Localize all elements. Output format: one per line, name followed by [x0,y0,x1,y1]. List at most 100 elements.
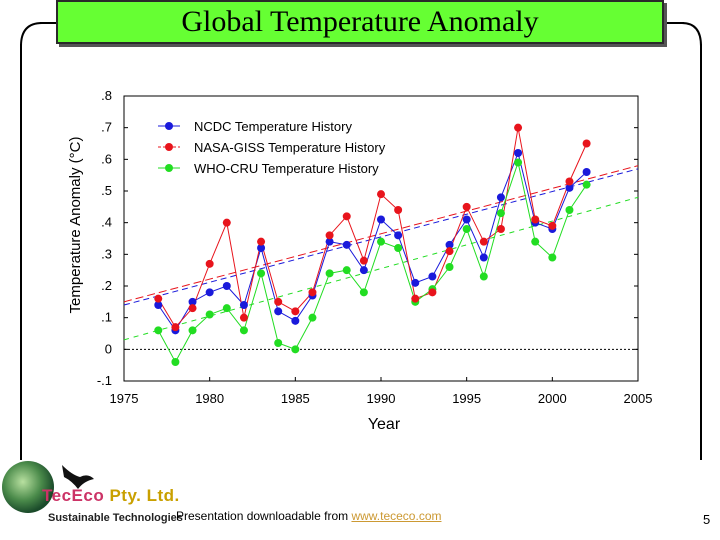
series-line-1 [157,151,587,332]
data-point-series-2 [565,177,574,186]
page-number: 5 [703,512,711,527]
x-tick-label: 1990 [367,391,396,406]
data-point-series-3 [257,269,266,278]
trend-line-2 [123,165,639,303]
data-point-series-2 [479,237,488,246]
legend-label-2: NASA-GISS Temperature History [194,140,386,155]
footer-text: Presentation downloadable from www.tecec… [176,509,441,523]
data-point-series-1 [359,266,368,275]
frame-right [700,44,702,460]
data-point-series-3 [205,310,214,319]
data-point-series-1 [377,215,385,224]
legend-marker-2 [165,143,173,151]
frame-corners [20,22,702,47]
legend-label-1: NCDC Temperature History [194,119,352,134]
data-point-series-3 [479,272,488,281]
slide-title-box: Global Temperature Anomaly [56,0,664,44]
legend-marker-1 [165,122,173,130]
data-point-series-3 [239,326,248,335]
frame-left [20,44,22,460]
data-point-series-3 [377,237,385,246]
data-point-series-3 [342,266,351,275]
data-point-series-2 [308,288,317,297]
y-tick-label: .6 [101,151,112,166]
series-line-2 [157,127,588,329]
frame-top-right [664,22,684,24]
data-point-series-1 [462,215,471,224]
data-point-series-2 [582,139,591,148]
data-point-series-1 [239,301,248,309]
y-tick-label: .2 [101,278,112,293]
x-tick-label: 2000 [538,391,567,406]
data-point-series-1 [428,272,437,281]
data-point-series-2 [239,313,248,322]
data-point-series-2 [428,288,437,297]
y-tick-label: .1 [101,310,112,325]
x-axis-label: Year [368,416,401,433]
data-point-series-1 [514,149,523,157]
y-tick-label: .8 [101,88,112,103]
data-point-series-1 [325,237,334,246]
y-axis-label: Temperature Anomaly (°C) [67,137,84,314]
data-point-series-2 [274,297,283,306]
data-point-series-2 [531,215,540,224]
data-point-series-3 [359,288,368,297]
data-point-series-3 [325,269,334,278]
data-point-series-1 [188,297,197,306]
y-tick-label: -.1 [97,373,112,388]
chart-axes [123,95,639,382]
data-point-series-2 [377,190,385,199]
footer-prefix: Presentation downloadable from [176,509,352,523]
y-tick-label: .5 [101,183,112,198]
data-point-series-2 [325,231,334,240]
tick-labels: -.1 0 .1 .2 .3 .4 .5 .6 .7 .8 1975 1980 1985 1990 1995… [97,88,653,406]
y-tick-label: 0 [105,341,112,356]
data-point-series-1 [274,307,283,316]
data-point-series-3 [496,209,505,218]
data-point-series-2 [462,202,471,211]
data-point-series-2 [514,123,523,132]
data-point-series-3 [565,206,574,214]
data-point-series-1 [394,231,403,240]
data-point-series-2 [445,247,454,256]
x-tick-label: 1985 [281,391,310,406]
data-point-series-1 [479,253,488,262]
data-point-series-2 [205,259,214,268]
data-point-series-2 [342,212,351,221]
globe-icon [2,461,54,513]
x-tick-label: 1975 [110,391,139,406]
data-point-series-3 [188,326,197,335]
data-point-series-2 [188,304,197,313]
legend-label-3: WHO-CRU Temperature History [194,161,379,176]
data-point-series-1 [565,183,574,192]
data-point-series-3 [291,345,300,354]
data-point-series-2 [257,237,266,246]
data-point-series-2 [411,294,420,303]
data-point-series-1 [582,168,591,176]
logo-subtitle: Sustainable Technologies [48,512,183,524]
temperature-chart: -.1 0 .1 .2 .3 .4 .5 .6 .7 .8 1975 1980 1985 1990 1995… [67,88,653,433]
data-point-series-3 [394,244,403,252]
data-point-series-1 [411,278,420,287]
trend-lines [123,165,639,341]
y-tick-label: .7 [101,120,112,135]
data-point-series-2 [222,218,231,227]
legend-marker-3 [165,164,173,172]
data-point-series-1 [222,282,231,290]
x-tick-label: 1995 [452,391,481,406]
slide-title: Global Temperature Anomaly [181,5,539,38]
data-point-series-2 [171,323,180,332]
data-point-series-3 [582,180,591,189]
bird-icon [62,465,94,489]
logo-name: TecEco Pty. Ltd. [42,486,180,506]
footer-link[interactable]: www.tececo.com [351,509,442,523]
frame-top-left [40,22,58,24]
data-point-series-3 [154,326,163,335]
data-point-series-3 [462,225,471,233]
data-point-series-3 [308,313,317,322]
logo-graphic [2,461,94,513]
data-point-series-2 [394,206,403,214]
data-point-series-1 [154,301,163,309]
logo-name-part-b: Pty. Ltd. [104,486,180,505]
data-point-series-2 [154,294,163,303]
